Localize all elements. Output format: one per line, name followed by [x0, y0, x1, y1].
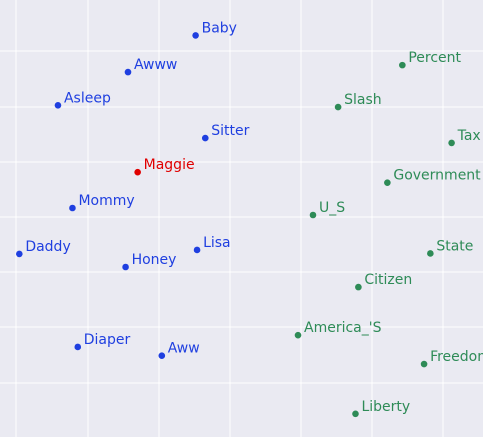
label-honey: Honey — [132, 252, 177, 268]
point-government — [384, 179, 391, 186]
point-daddy — [16, 250, 23, 258]
data-points — [16, 32, 455, 418]
point-freedom — [420, 360, 428, 368]
label-diaper: Diaper — [84, 332, 131, 348]
point-tax — [448, 139, 455, 147]
point-percent — [399, 61, 406, 69]
point-baby — [192, 32, 199, 39]
point-awww — [124, 68, 132, 76]
data-labels: Baby Awww Asleep Sitter Mommy Daddy Honey Lisa D… — [25, 20, 483, 414]
point-state — [427, 250, 434, 257]
label-freedom: Freedom — [430, 349, 483, 365]
label-percent: Percent — [408, 50, 461, 66]
point-slash — [334, 103, 342, 111]
label-baby: Baby — [202, 20, 237, 36]
point-mommy — [69, 204, 76, 212]
label-citizen: Citizen — [364, 272, 412, 288]
label-asleep: Asleep — [64, 90, 111, 106]
point-liberty — [352, 410, 359, 418]
point-diaper — [74, 343, 82, 351]
point-u-s — [309, 211, 317, 219]
label-daddy: Daddy — [25, 239, 70, 255]
point-asleep — [54, 102, 62, 109]
point-honey — [122, 263, 129, 271]
point-citizen — [355, 283, 362, 291]
label-sitter: Sitter — [211, 123, 249, 139]
point-sitter — [201, 134, 209, 142]
label-government: Government — [393, 168, 481, 184]
label-mommy: Mommy — [78, 193, 134, 209]
label-awww: Awww — [134, 57, 177, 73]
label-liberty: Liberty — [361, 399, 410, 415]
label-tax: Tax — [457, 128, 481, 144]
label-u-s: U_S — [319, 200, 345, 216]
label-state: State — [436, 238, 473, 254]
label-america-s: America_'S — [304, 320, 382, 336]
point-lisa — [193, 246, 201, 254]
label-slash: Slash — [344, 92, 382, 108]
point-aww — [158, 352, 166, 360]
label-maggie: Maggie — [144, 157, 195, 173]
label-lisa: Lisa — [203, 235, 231, 251]
label-aww: Aww — [168, 341, 200, 357]
point-maggie — [134, 168, 141, 176]
point-america-s — [294, 331, 302, 339]
